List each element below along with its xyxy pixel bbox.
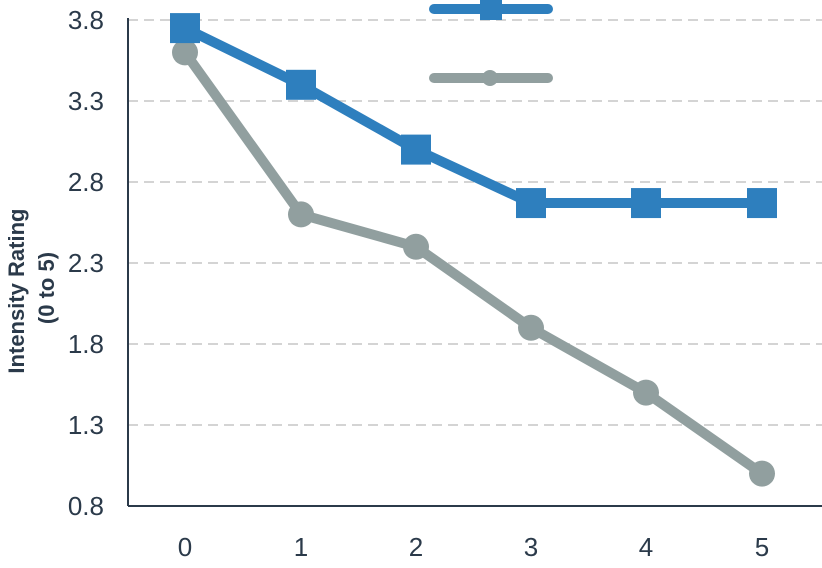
x-tick-label-1: 1 [294, 532, 308, 562]
legend-marker-1 [482, 70, 498, 86]
y-tick-label-0: 0.8 [68, 491, 104, 521]
series-0-point-3 [516, 188, 546, 219]
series-0-point-2 [401, 134, 431, 165]
series-1-line [180, 47, 767, 479]
y-tick-label-1: 1.3 [68, 410, 104, 440]
series-0-point-5 [747, 188, 777, 219]
series-1-point-2 [403, 233, 429, 260]
y-tick-label-2: 1.8 [68, 329, 104, 359]
series-1-point-0 [172, 39, 198, 66]
y-tick-label-5: 3.3 [68, 86, 104, 116]
y-tick-labels: 0.8 1.3 1.8 2.3 2.8 3.3 3.8 [68, 5, 104, 521]
series-1-point-5 [749, 460, 775, 487]
series-0-point-1 [286, 69, 316, 100]
y-tick-label-6: 3.8 [68, 5, 104, 35]
y-axis-label-line-2: (0 to 5) [34, 252, 59, 324]
y-tick-label-3: 2.3 [68, 248, 104, 278]
series-0-point-4 [631, 188, 661, 219]
series-1-point-3 [518, 314, 544, 341]
series-1-point-1 [288, 201, 314, 228]
x-tick-label-4: 4 [639, 532, 653, 562]
series-0-point-0 [170, 13, 200, 44]
legend [429, 0, 553, 86]
series-1-point-4 [633, 379, 659, 406]
legend-marker-0 [480, 0, 502, 20]
y-axis-label: Intensity Rating (0 to 5) [4, 202, 59, 373]
x-tick-label-2: 2 [409, 532, 423, 562]
x-tick-label-3: 3 [524, 532, 538, 562]
gridlines [128, 19, 822, 426]
x-tick-label-0: 0 [178, 532, 192, 562]
series-group [170, 13, 777, 487]
axes [127, 18, 822, 507]
x-tick-label-5: 5 [755, 532, 769, 562]
series-0-line [180, 23, 767, 209]
y-tick-label-4: 2.8 [68, 167, 104, 197]
x-tick-labels: 0 1 2 3 4 5 [178, 532, 769, 562]
y-axis-label-line-1: Intensity Rating [4, 209, 29, 374]
